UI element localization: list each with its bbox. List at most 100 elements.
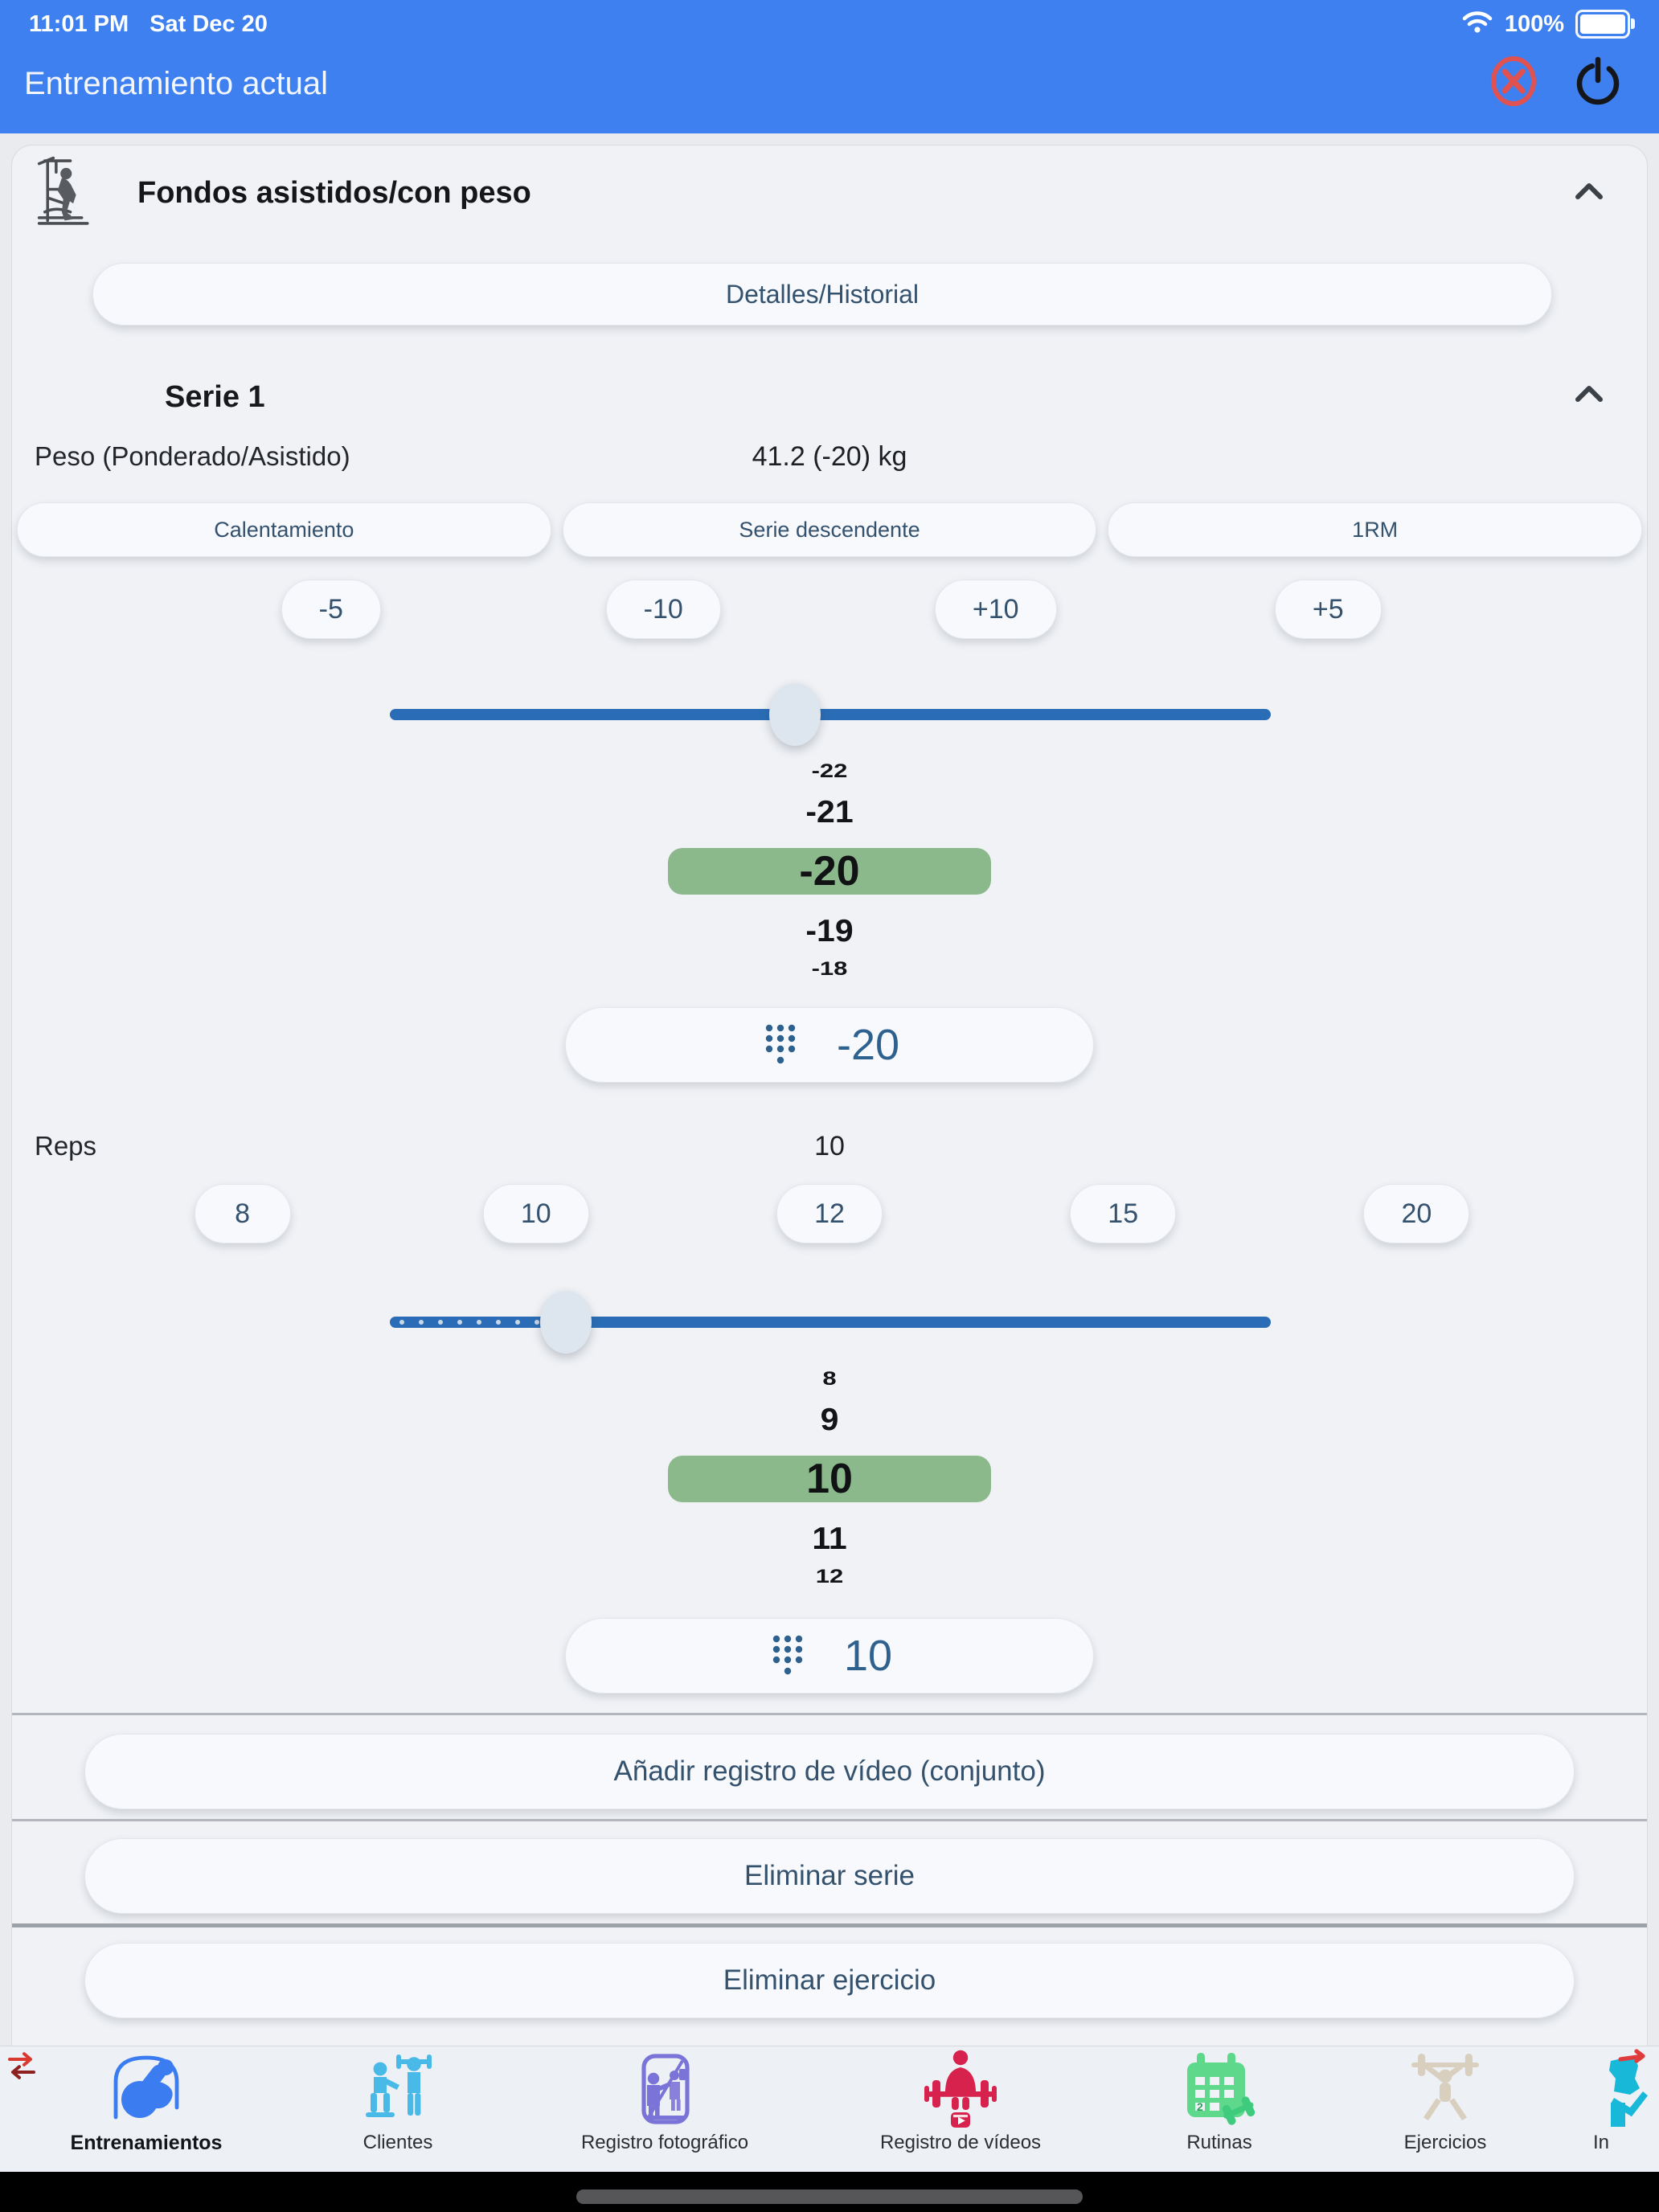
reps-quick-12-button[interactable]: 12 (776, 1184, 883, 1243)
dialpad-icon (767, 1631, 809, 1682)
battery-icon (1575, 10, 1635, 39)
collapse-set-icon[interactable] (1571, 382, 1607, 410)
mode-warmup-label: Calentamiento (214, 517, 354, 542)
reps-quick-8-label: 8 (235, 1198, 251, 1229)
weight-slider[interactable] (390, 679, 1271, 748)
tab-exercises[interactable]: Ejercicios (1317, 2046, 1574, 2154)
reps-quick-8-button[interactable]: 8 (194, 1184, 291, 1243)
exercises-icon (1317, 2046, 1574, 2128)
tab-bar: Entrenamientos (0, 2046, 1659, 2173)
tab-info-partial-label: In (1593, 2132, 1610, 2153)
home-indicator[interactable] (576, 2189, 1083, 2204)
reps-value: 10 (814, 1131, 845, 1161)
reps-wheel-item[interactable]: 9 (820, 1402, 839, 1437)
tab-clients[interactable]: Clientes (269, 2046, 526, 2154)
mode-dropset-button[interactable]: Serie descendente (562, 502, 1097, 557)
reps-wheel-item[interactable]: 11 (812, 1521, 847, 1556)
delete-set-label: Eliminar serie (744, 1860, 915, 1891)
weight-wheel-item[interactable]: -18 (811, 956, 848, 980)
weight-manual-value: -20 (836, 1021, 900, 1069)
reps-slider-track[interactable] (390, 1317, 1271, 1328)
details-history-label: Detalles/Historial (725, 279, 920, 309)
weight-plus10-label: +10 (972, 593, 1019, 625)
workout-card: Fondos asistidos/con peso Detalles/Histo… (11, 145, 1648, 2046)
tab-video-log-label: Registro de vídeos (879, 2132, 1042, 2153)
dialpad-icon (760, 1020, 801, 1071)
reps-quick-20-button[interactable]: 20 (1363, 1184, 1470, 1243)
reps-slider-thumb[interactable] (540, 1291, 592, 1354)
weight-plus5-button[interactable]: +5 (1274, 580, 1382, 639)
reps-quick-12-label: 12 (814, 1198, 845, 1229)
divider (12, 1819, 1647, 1821)
divider (12, 1923, 1647, 1927)
weight-value: 41.2 (-20) kg (752, 441, 907, 472)
weight-slider-thumb[interactable] (769, 683, 821, 746)
reps-wheel-selected-label: 10 (806, 1456, 853, 1502)
reps-quick-15-label: 15 (1108, 1198, 1139, 1229)
details-history-button[interactable]: Detalles/Historial (92, 263, 1552, 326)
weight-label: Peso (Ponderado/Asistido) (35, 441, 350, 471)
exercise-thumbnail-icon (33, 155, 102, 233)
weight-wheel-selected-label: -20 (799, 848, 860, 895)
weight-plus10-button[interactable]: +10 (934, 580, 1057, 639)
mode-dropset-label: Serie descendente (739, 517, 920, 542)
video-log-icon (832, 2046, 1089, 2128)
mode-1rm-button[interactable]: 1RM (1108, 502, 1643, 557)
routines-icon: 2 (1091, 2046, 1348, 2128)
mode-warmup-button[interactable]: Calentamiento (17, 502, 551, 557)
add-video-record-label: Añadir registro de vídeo (conjunto) (613, 1755, 1046, 1787)
clients-icon (269, 2046, 526, 2128)
tab-routines-label: Rutinas (1186, 2132, 1252, 2153)
battery-percent: 100% (1504, 10, 1564, 37)
reps-wheel-selected[interactable]: 10 (668, 1456, 991, 1502)
weight-minus10-button[interactable]: -10 (605, 580, 721, 639)
weight-minus5-button[interactable]: -5 (281, 580, 381, 639)
delete-exercise-label: Eliminar ejercicio (723, 1964, 936, 1996)
bicep-icon (18, 2046, 275, 2128)
reps-quick-10-button[interactable]: 10 (482, 1184, 589, 1243)
reps-manual-value: 10 (843, 1632, 893, 1680)
reps-quick-20-label: 20 (1401, 1198, 1432, 1229)
reps-label: Reps (35, 1131, 97, 1161)
tab-workouts[interactable]: Entrenamientos (18, 2046, 275, 2155)
tab-photo-log[interactable]: Registro fotográfico (536, 2046, 793, 2154)
reps-quick-15-button[interactable]: 15 (1070, 1184, 1177, 1243)
weight-minus5-label: -5 (318, 593, 343, 625)
weight-wheel-item[interactable]: -22 (811, 759, 848, 782)
tab-video-log[interactable]: Registro de vídeos (832, 2046, 1089, 2154)
svg-text:2: 2 (1197, 2100, 1203, 2113)
info-partial-icon (1575, 2046, 1659, 2128)
tab-clients-label: Clientes (363, 2132, 433, 2153)
mode-1rm-label: 1RM (1352, 517, 1399, 542)
wifi-icon (1461, 9, 1493, 39)
add-video-record-button[interactable]: Añadir registro de vídeo (conjunto) (84, 1734, 1575, 1809)
cancel-workout-icon[interactable] (1490, 56, 1537, 106)
delete-exercise-button[interactable]: Eliminar ejercicio (84, 1943, 1575, 2018)
status-bar: 11:01 PM Sat Dec 20 100% (29, 8, 1635, 40)
page-title: Entrenamiento actual (24, 66, 329, 101)
power-finish-icon[interactable] (1574, 56, 1622, 106)
reps-wheel-item[interactable]: 8 (822, 1366, 837, 1390)
swap-arrows-icon[interactable] (3, 2050, 40, 2086)
weight-slider-track[interactable] (390, 709, 1271, 720)
status-date: Sat Dec 20 (150, 10, 268, 37)
app-header: 11:01 PM Sat Dec 20 100% Entrenamiento a… (0, 0, 1659, 133)
collapse-exercise-icon[interactable] (1571, 179, 1607, 207)
delete-set-button[interactable]: Eliminar serie (84, 1838, 1575, 1914)
reps-quick-10-label: 10 (520, 1198, 551, 1229)
weight-wheel-item[interactable]: -19 (805, 913, 854, 948)
tab-info-partial[interactable]: In (1575, 2046, 1659, 2154)
reps-keypad-button[interactable]: 10 (565, 1618, 1094, 1694)
reps-wheel-item[interactable]: 12 (815, 1564, 844, 1587)
reps-slider[interactable] (390, 1287, 1271, 1356)
divider (12, 1713, 1647, 1715)
tab-workouts-label: Entrenamientos (70, 2132, 223, 2154)
tab-exercises-label: Ejercicios (1403, 2132, 1487, 2153)
weight-wheel-item[interactable]: -21 (805, 794, 854, 830)
weight-keypad-button[interactable]: -20 (565, 1007, 1094, 1083)
weight-wheel-selected[interactable]: -20 (668, 848, 991, 895)
tab-routines[interactable]: 2 Rutinas (1091, 2046, 1348, 2154)
set-title: Serie 1 (165, 380, 265, 414)
weight-minus10-label: -10 (643, 593, 683, 625)
tab-photo-log-label: Registro fotográfico (580, 2132, 749, 2153)
